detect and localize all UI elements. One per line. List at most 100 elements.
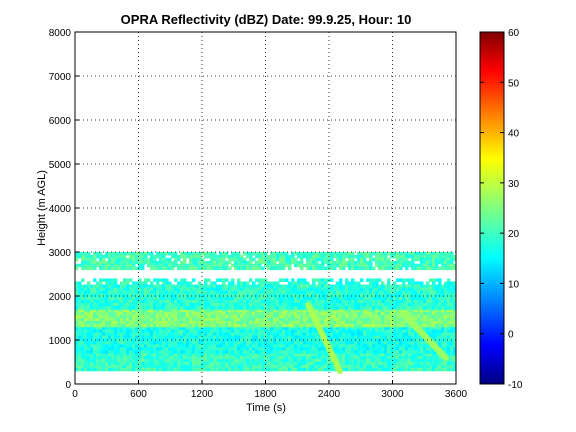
heatmap-cell (441, 344, 445, 348)
heatmap-cell (339, 303, 343, 307)
heatmap-cell (297, 306, 301, 310)
heatmap-cell (150, 266, 154, 271)
heatmap-cell (153, 287, 157, 292)
heatmap-cell (294, 323, 298, 328)
heatmap-cell (264, 309, 268, 313)
x-tick-label: 3000 (381, 389, 404, 400)
heatmap-cell (414, 344, 418, 348)
heatmap-cell (105, 367, 109, 372)
heatmap-cell (171, 252, 175, 256)
heatmap-cell (285, 353, 289, 357)
heatmap-cell (186, 350, 190, 354)
heatmap-cell (429, 293, 433, 298)
heatmap-cell (192, 293, 196, 298)
heatmap-cell (126, 309, 130, 313)
heatmap-cell (444, 306, 448, 310)
heatmap-cell (225, 356, 229, 360)
heatmap-cell (189, 309, 193, 313)
heatmap-cell (219, 257, 223, 262)
heatmap-cell (336, 303, 340, 307)
heatmap-cell (294, 364, 298, 369)
heatmap-cell (84, 359, 88, 363)
heatmap-cell (441, 260, 445, 265)
heatmap-cell (183, 284, 187, 289)
heatmap-cell (348, 293, 352, 298)
heatmap-cell (204, 359, 208, 363)
heatmap-cell (273, 329, 277, 334)
heatmap-cell (234, 263, 238, 268)
heatmap-cell (123, 344, 127, 348)
heatmap-cell (210, 312, 214, 316)
heatmap-cell (447, 350, 451, 354)
heatmap-cell (159, 318, 163, 322)
heatmap-cell (396, 335, 400, 340)
heatmap-cell (414, 312, 418, 316)
heatmap-cell (219, 356, 223, 360)
heatmap-cell (177, 353, 181, 357)
heatmap-cell (270, 367, 274, 372)
heatmap-cell (195, 260, 199, 265)
heatmap-cell (141, 312, 145, 316)
heatmap-cell (93, 284, 97, 289)
heatmap-cell (108, 252, 112, 256)
heatmap-cell (264, 353, 268, 357)
heatmap-cell (312, 332, 316, 337)
heatmap-cell (150, 329, 154, 334)
heatmap-cell (78, 254, 82, 259)
heatmap-cell (339, 309, 343, 313)
heatmap-cell (171, 266, 175, 271)
heatmap-cell (219, 252, 223, 256)
heatmap-cell (132, 338, 136, 342)
heatmap-cell (219, 303, 223, 307)
heatmap-cell (213, 329, 217, 334)
heatmap-cell (120, 287, 124, 292)
heatmap-cell (234, 266, 238, 271)
heatmap-cell (444, 347, 448, 351)
heatmap-cell (426, 309, 430, 313)
heatmap-cell (327, 335, 331, 340)
heatmap-cell (396, 296, 400, 301)
heatmap-cell (363, 341, 367, 345)
heatmap-cell (399, 284, 403, 289)
heatmap-cell (426, 350, 430, 354)
heatmap-cell (327, 367, 331, 372)
heatmap-cell (438, 315, 442, 319)
heatmap-cell (312, 338, 316, 342)
heatmap-cell (99, 287, 103, 292)
heatmap-cell (126, 350, 130, 354)
heatmap-cell (225, 323, 229, 328)
heatmap-cell (195, 309, 199, 313)
heatmap-cell (234, 312, 238, 316)
heatmap-cell (156, 281, 160, 286)
heatmap-cell (129, 364, 133, 369)
heatmap-cell (324, 252, 328, 256)
heatmap-cell (348, 356, 352, 360)
heatmap-cell (369, 335, 373, 340)
heatmap-cell (123, 338, 127, 342)
heatmap-cell (186, 320, 190, 325)
heatmap-cell (78, 359, 82, 363)
heatmap-cell (441, 335, 445, 340)
heatmap-cell (366, 263, 370, 268)
streak-cell (443, 355, 449, 361)
heatmap-cell (303, 326, 307, 331)
heatmap-cell (372, 329, 376, 334)
heatmap-cell (372, 332, 376, 337)
heatmap-cell (105, 309, 109, 313)
heatmap-cell (216, 323, 220, 328)
heatmap-cell (153, 254, 157, 259)
heatmap-cell (117, 312, 121, 316)
heatmap-cell (348, 263, 352, 268)
heatmap-cell (111, 347, 115, 351)
heatmap-cell (240, 263, 244, 268)
heatmap-cell (201, 293, 205, 298)
heatmap-cell (231, 257, 235, 262)
heatmap-cell (171, 254, 175, 259)
heatmap-cell (114, 350, 118, 354)
heatmap-cell (267, 299, 271, 304)
heatmap-cell (390, 290, 394, 295)
heatmap-cell (450, 362, 454, 366)
heatmap-cell (183, 367, 187, 372)
heatmap-cell (225, 350, 229, 354)
